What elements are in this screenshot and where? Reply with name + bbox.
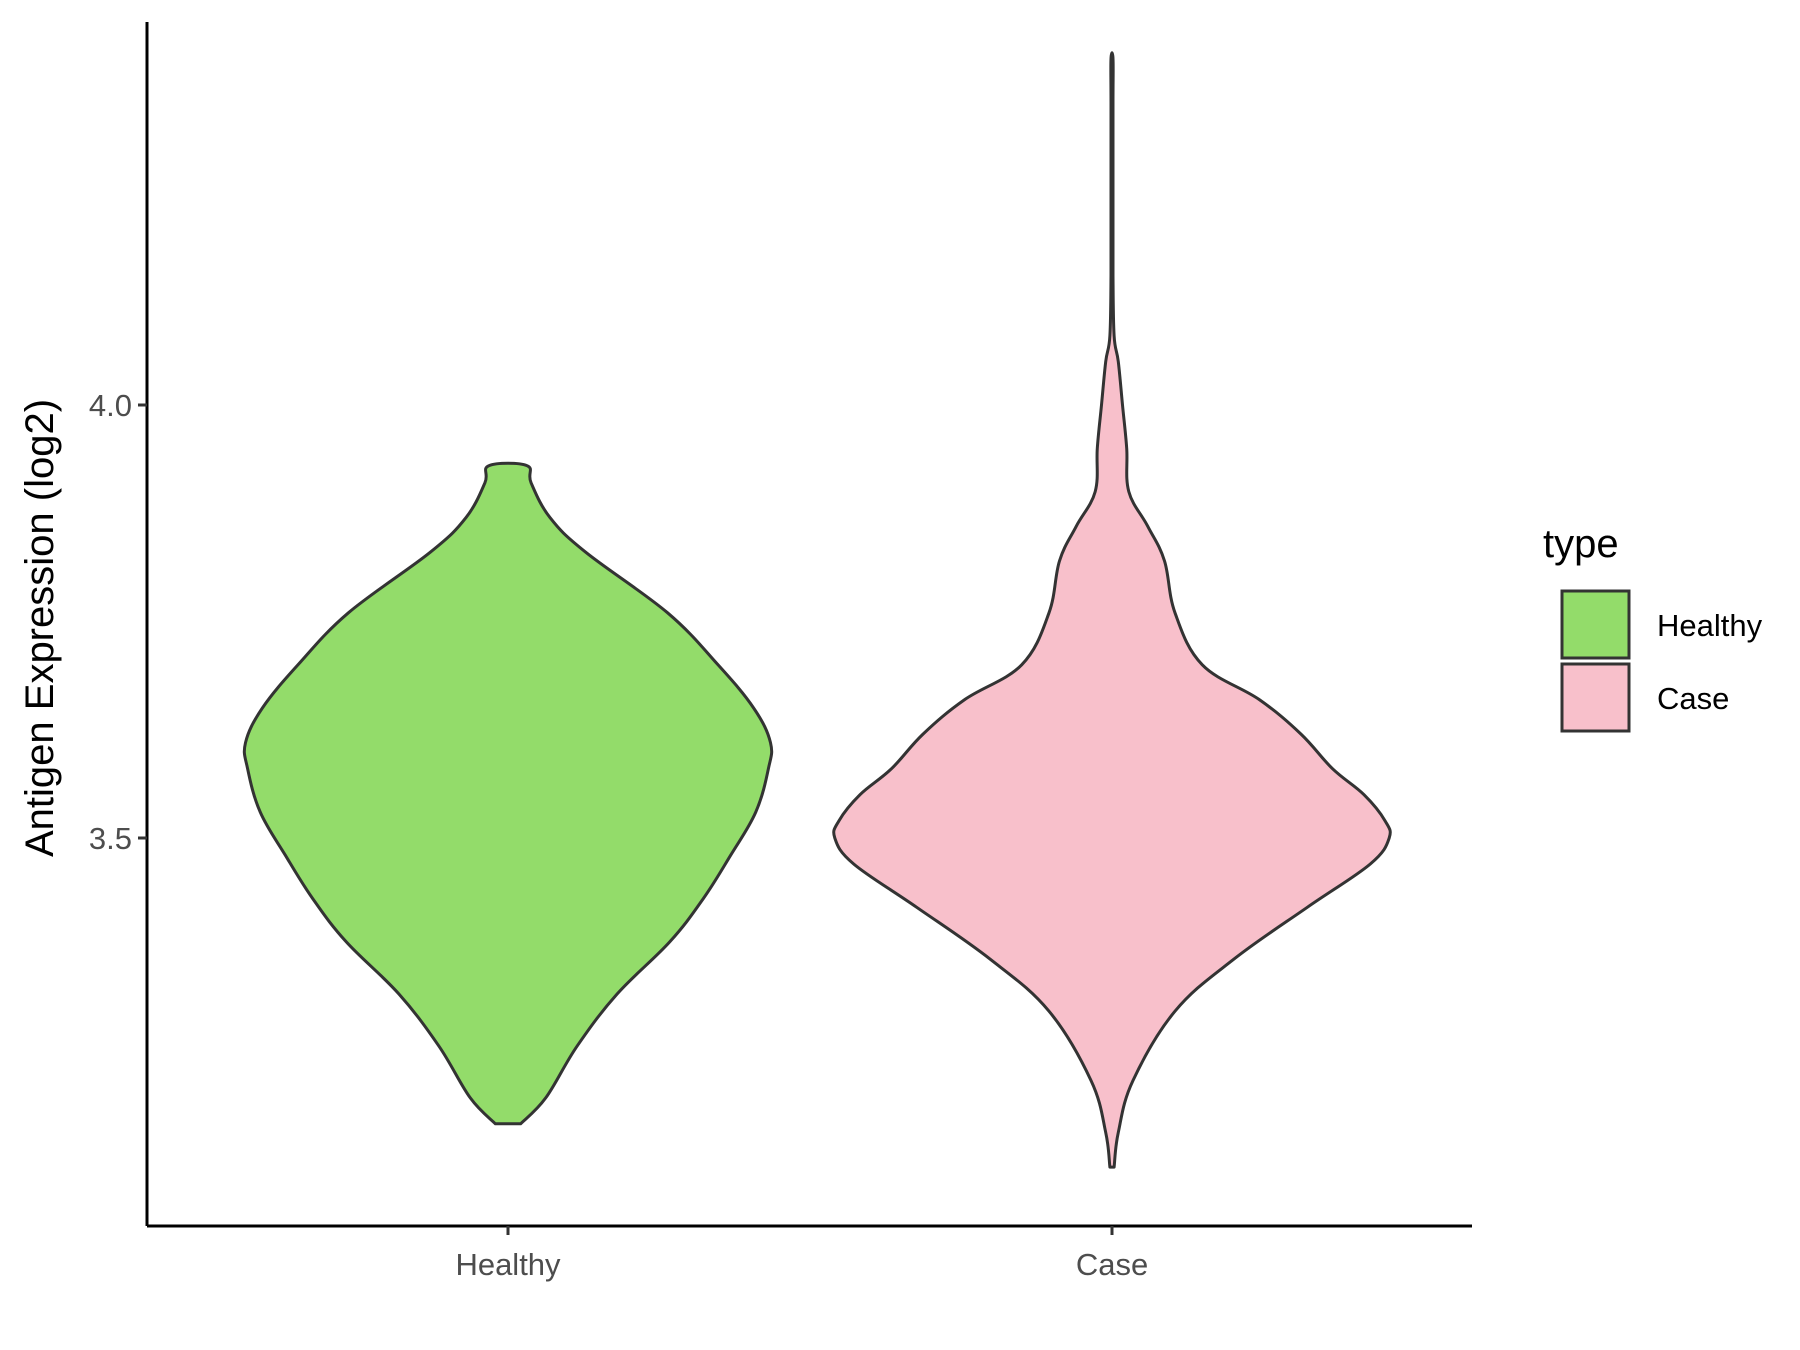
violins — [242, 51, 1392, 1169]
legend-label-healthy: Healthy — [1657, 608, 1763, 643]
legend-key-case — [1560, 662, 1631, 733]
legend-label-case: Case — [1657, 681, 1729, 716]
x-tick-label: Case — [1076, 1247, 1148, 1282]
legend-entries: Healthy Case — [1560, 589, 1763, 733]
legend-title: type — [1543, 522, 1619, 566]
x-tick-label: Healthy — [455, 1247, 561, 1282]
violin-healthy — [242, 461, 774, 1126]
y-axis-ticks: 3.5 4.0 — [89, 388, 147, 856]
x-axis-ticks: Healthy Case — [455, 1226, 1148, 1282]
legend-key-healthy — [1560, 589, 1631, 660]
y-tick-label: 3.5 — [89, 821, 132, 856]
y-axis-title: Antigen Expression (log2) — [18, 399, 62, 857]
legend: type Healthy Case — [1543, 522, 1763, 733]
violin-case — [832, 51, 1392, 1169]
y-tick-label: 4.0 — [89, 388, 132, 423]
plot-area: 3.5 4.0 Healthy Case — [89, 22, 1472, 1282]
